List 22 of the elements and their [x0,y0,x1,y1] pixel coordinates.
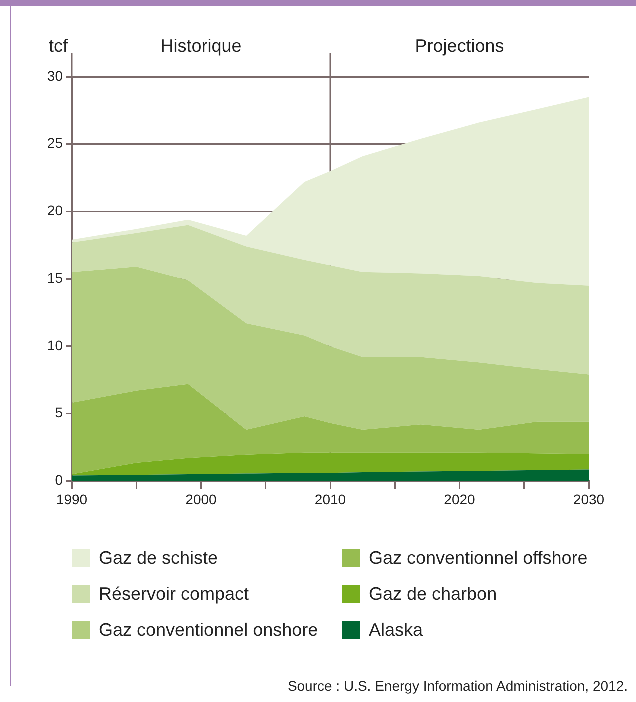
legend-label: Gaz conventionnel offshore [369,548,588,568]
x-tick-label: 2010 [314,491,346,508]
y-tick-label: 20 [47,202,64,219]
x-tick-label: 2000 [186,491,218,508]
legend-label: Gaz de schiste [99,548,218,568]
x-tick-label: 2020 [444,491,476,508]
y-tick-label: 0 [55,472,64,488]
legend-label: Gaz conventionnel onshore [99,620,318,640]
y-axis-title: tcf [48,36,69,56]
x-tick-label: 2030 [573,491,605,508]
y-tick-label: 5 [55,404,64,421]
text: Projections [415,36,504,56]
y-tick-label: 10 [47,337,64,354]
text: Historique [160,36,242,56]
legend-label: Gaz de charbon [369,584,498,604]
y-tick-label: 30 [47,68,64,84]
legend-label: Réservoir compact [99,584,250,604]
legend-label: Alaska [369,620,424,640]
y-tick-label: 15 [47,270,64,286]
y-tick-label: 25 [47,135,64,152]
source-note: Source : U.S. Energy Information Administration, 2012. [288,678,628,694]
x-tick-label: 1990 [56,491,88,508]
